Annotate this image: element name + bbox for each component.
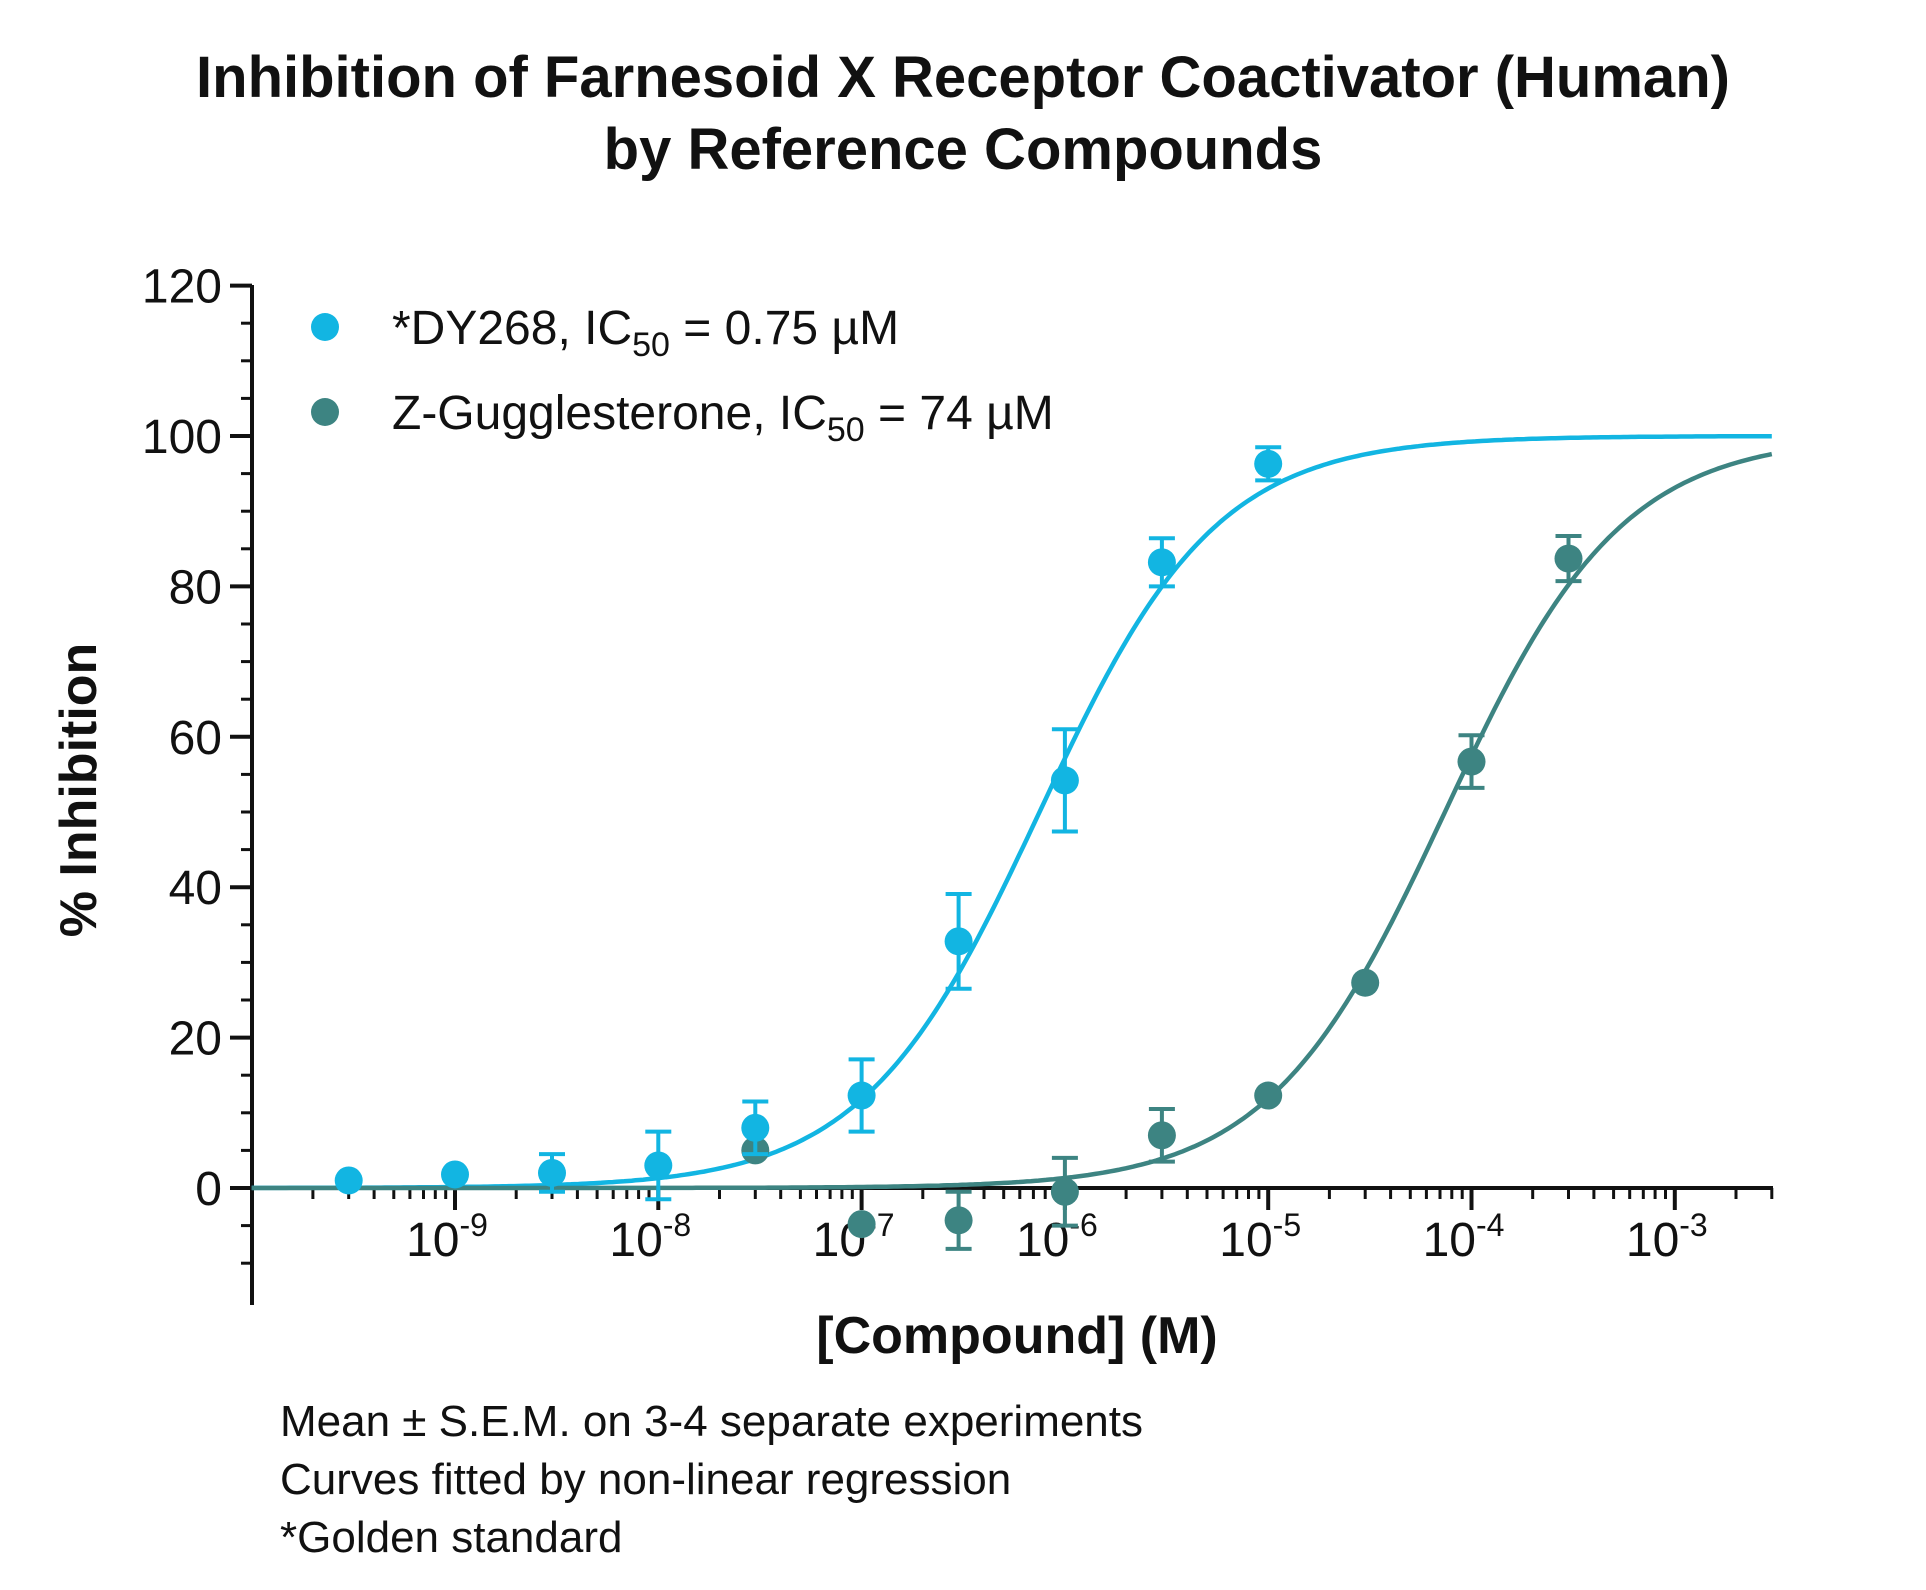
y-tick-label: 120	[142, 261, 222, 314]
data-point-series-2	[1050, 1177, 1079, 1206]
fitted-curve-series-2	[251, 451, 1773, 1191]
legend-label-series-1: *DY268, IC50 = 0.75 µM	[392, 302, 899, 364]
data-point-series-1	[944, 927, 973, 956]
x-tick-label: 10-4	[1423, 1207, 1505, 1267]
footnote-mean-sem: Mean ± S.E.M. on 3-4 separate experiment…	[280, 1397, 1144, 1446]
data-point-series-2	[1554, 544, 1583, 573]
footnotes: Mean ± S.E.M. on 3-4 separate experiment…	[280, 1393, 1143, 1567]
y-tick-label: 60	[169, 712, 222, 765]
legend-marker-series-1	[311, 313, 339, 341]
data-point-series-2	[847, 1210, 876, 1239]
data-point-series-1	[1147, 548, 1176, 577]
data-point-series-1	[441, 1160, 469, 1189]
y-tick-label: 40	[169, 862, 222, 915]
x-tick-label: 10-8	[609, 1207, 691, 1267]
data-point-series-1	[334, 1166, 363, 1195]
data-point-series-1	[1050, 766, 1079, 795]
data-point-series-1	[847, 1081, 876, 1110]
fitted-curves	[251, 433, 1773, 1191]
chart-title-line-2: by Reference Compounds	[603, 117, 1323, 182]
y-tick-label: 0	[195, 1163, 222, 1216]
chart-title-line-1: Inhibition of Farnesoid X Receptor Coact…	[196, 45, 1730, 110]
legend-label-series-2: Z-Gugglesterone, IC50 = 74 µM	[392, 387, 1054, 449]
data-point-series-2	[1254, 1081, 1283, 1110]
fitted-curve-series-1	[251, 433, 1772, 1191]
y-axis-label: % Inhibition	[50, 643, 108, 938]
y-tick-label: 80	[169, 561, 222, 614]
x-tick-label: 10-3	[1626, 1207, 1708, 1267]
x-tick-label: 10-5	[1219, 1207, 1301, 1267]
x-tick-label: 10-9	[406, 1207, 488, 1267]
data-point-series-1	[644, 1151, 673, 1180]
legend: *DY268, IC50 = 0.75 µM Z-Gugglesterone, I…	[311, 302, 1054, 449]
data-point-series-2	[1457, 747, 1486, 776]
data-point-series-1	[537, 1158, 566, 1187]
data-point-series-1	[1254, 449, 1283, 478]
footnote-golden-standard: *Golden standard	[280, 1513, 623, 1562]
chart-title: Inhibition of Farnesoid X Receptor Coact…	[0, 42, 1926, 186]
data-point-series-1	[741, 1113, 770, 1142]
y-tick-label: 100	[142, 411, 222, 464]
x-axis-label: [Compound] (M)	[816, 1307, 1217, 1365]
data-point-series-2	[1147, 1121, 1176, 1150]
data-point-series-2	[1351, 968, 1380, 997]
legend-marker-series-2	[311, 398, 339, 426]
y-tick-label: 20	[169, 1013, 222, 1066]
data-points	[334, 445, 1583, 1251]
data-point-series-2	[944, 1206, 973, 1235]
footnote-curve-fit: Curves fitted by non-linear regression	[280, 1455, 1012, 1504]
x-tick-label: 10-6	[1016, 1207, 1098, 1267]
